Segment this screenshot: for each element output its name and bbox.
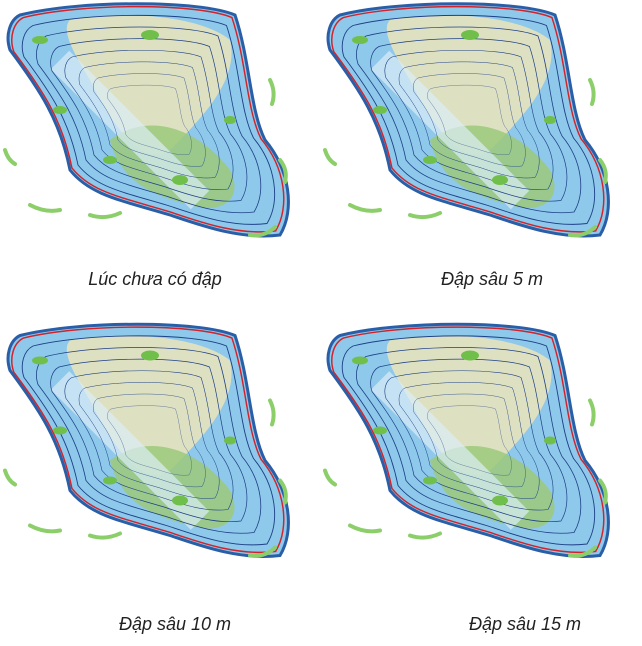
- caption: Lúc chưa có đập: [88, 269, 222, 289]
- caption: Đập sâu 15 m: [469, 614, 581, 634]
- figure: Lúc chưa có đập Đập sâu 5 m Đập sâu 10 m…: [0, 0, 642, 641]
- caption: Đập sâu 5 m: [441, 269, 543, 289]
- map: [5, 4, 288, 236]
- map: [325, 4, 608, 236]
- caption: Đập sâu 10 m: [119, 614, 231, 634]
- map: [5, 324, 288, 556]
- map: [325, 324, 608, 556]
